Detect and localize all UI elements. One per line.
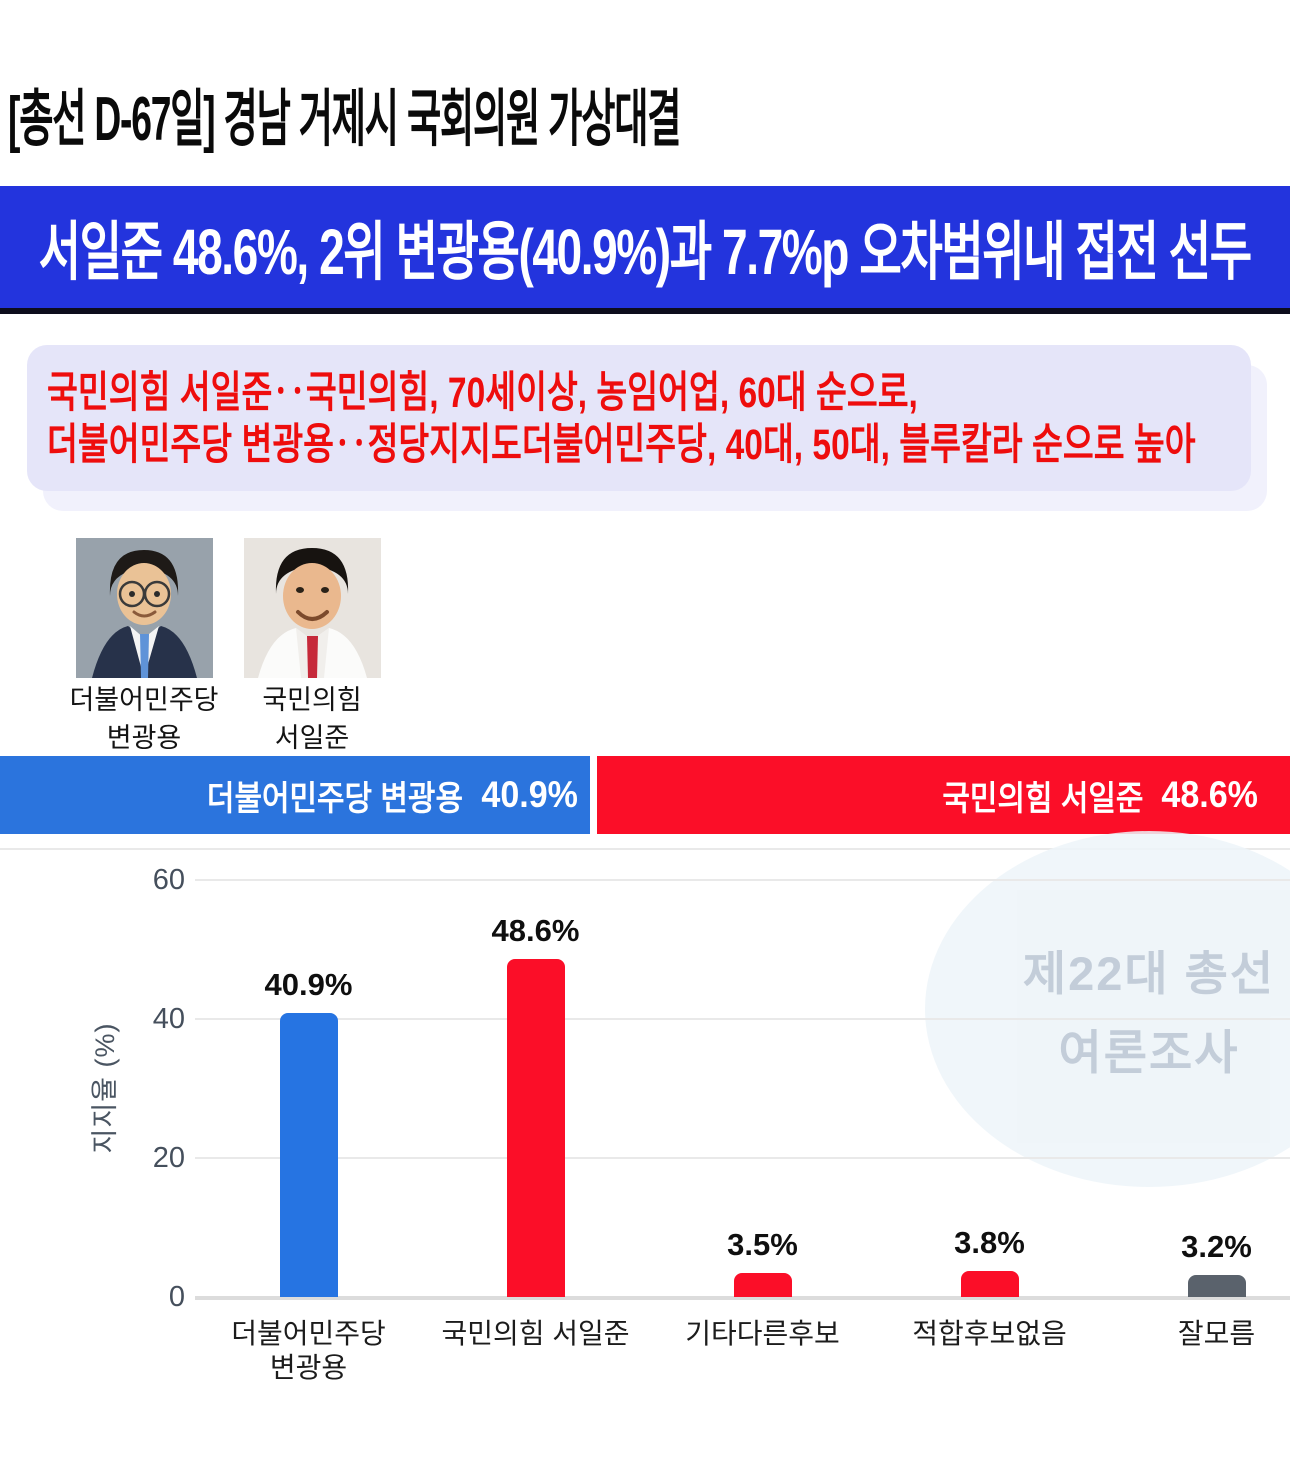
watermark-line-2: 여론조사 [1058,1026,1240,1079]
chart-category-line: 잘모름 [1177,1318,1256,1349]
chart-bar-2 [733,1272,792,1297]
chart-bar-value-0: 40.9% [264,966,353,1002]
headline-banner: 서일준 48.6%, 2위 변광용(40.9%)과 7.7%p 오차범위내 접전… [0,186,1290,314]
chart-bar-3 [960,1270,1019,1297]
y-tick-label-60: 60 [152,864,185,896]
y-axis-title: 지지율 (%) [90,1022,120,1154]
chart-divider-rule [0,848,1290,850]
summary-line-1: 국민의힘 서일준‥국민의힘, 70세이상, 농임어업, 60대 순으로, [47,369,918,417]
watermark-line-1: 제22대 총선 [1022,947,1276,1000]
summary-line-2: 더불어민주당 변광용‥정당지지도더불어민주당, 40대, 50대, 블루칼라 순… [47,421,1196,470]
chart-category-line: 국민의힘 서일준 [441,1318,630,1349]
summary-box: 국민의힘 서일준‥국민의힘, 70세이상, 농임어업, 60대 순으로, 더불어… [27,345,1251,491]
chart-category-label-3: 적합후보없음 [860,1317,1120,1351]
race-bar-divider [589,756,597,834]
candidate-photo-byun [75,538,213,678]
race-bar-seo-value: 48.6% [1161,774,1258,815]
chart-category-line: 적합후보없음 [912,1318,1067,1349]
chart-category-line: 기타다른후보 [685,1318,840,1349]
candidate-card-byun: 더불어민주당 변광용 [60,538,228,753]
candidate-photo-seo [243,538,381,678]
chart-category-label-0: 더불어민주당 변광용 [179,1317,439,1384]
chart-bar-value-4: 3.2% [1181,1228,1252,1264]
chart-bar-value-3: 3.8% [954,1224,1025,1260]
y-tick-label-0: 0 [168,1281,185,1313]
page-title-text: [총선 D-67일] 경남 거제시 국회의원 가상대결 [8,85,681,154]
race-bar-seo-label: 국민의힘 서일준 [942,779,1144,818]
y-tick-label-20: 20 [152,1142,185,1174]
gridline-40 [195,1018,1290,1020]
chart-category-label-4: 잘모름 [1087,1317,1290,1351]
chart-category-label-2: 기타다른후보 [633,1317,893,1351]
watermark-ellipse: 제22대 총선 여론조사 [925,831,1290,1187]
chart-bar-0 [279,1012,338,1297]
chart-bar-value-2: 3.5% [727,1226,798,1262]
race-bar-byun-value: 40.9% [480,774,578,815]
headline-banner-text: 서일준 48.6%, 2위 변광용(40.9%)과 7.7%p 오차범위내 접전… [38,216,1252,288]
candidate-byun-party: 더불어민주당 [69,685,219,715]
chart-bar-1 [506,959,565,1297]
race-bar-segment-byun: 더불어민주당 변광용 40.9% [0,756,590,834]
race-bar-byun-label: 더불어민주당 변광용 [206,779,463,818]
page-title: [총선 D-67일] 경남 거제시 국회의원 가상대결 [8,68,1128,158]
chart-bar-value-1: 48.6% [491,913,580,949]
gridline-60 [195,879,1290,881]
chart-category-label-1: 국민의힘 서일준 [406,1317,666,1351]
chart-category-line: 변광용 [269,1351,348,1383]
gridline-0 [195,1296,1290,1300]
candidate-card-seo: 국민의힘 서일준 [228,538,396,753]
chart-bar-4 [1187,1274,1246,1297]
candidate-byun-name: 변광용 [106,722,182,753]
race-bar-segment-seo: 국민의힘 서일준 48.6% [596,756,1290,834]
race-bar: 더불어민주당 변광용 40.9% 국민의힘 서일준 48.6% [0,756,1290,834]
y-tick-label-40: 40 [152,1003,185,1035]
chart-category-line: 더불어민주당 [231,1318,386,1349]
candidate-seo-name: 서일준 [274,722,350,753]
support-rate-chart: 제22대 총선 여론조사 지지율 (%) 0 20 40 60 40.9% 더불어민주당 변… [0,831,1290,1474]
candidate-seo-party: 국민의힘 [262,685,362,715]
gridline-20 [195,1157,1290,1159]
